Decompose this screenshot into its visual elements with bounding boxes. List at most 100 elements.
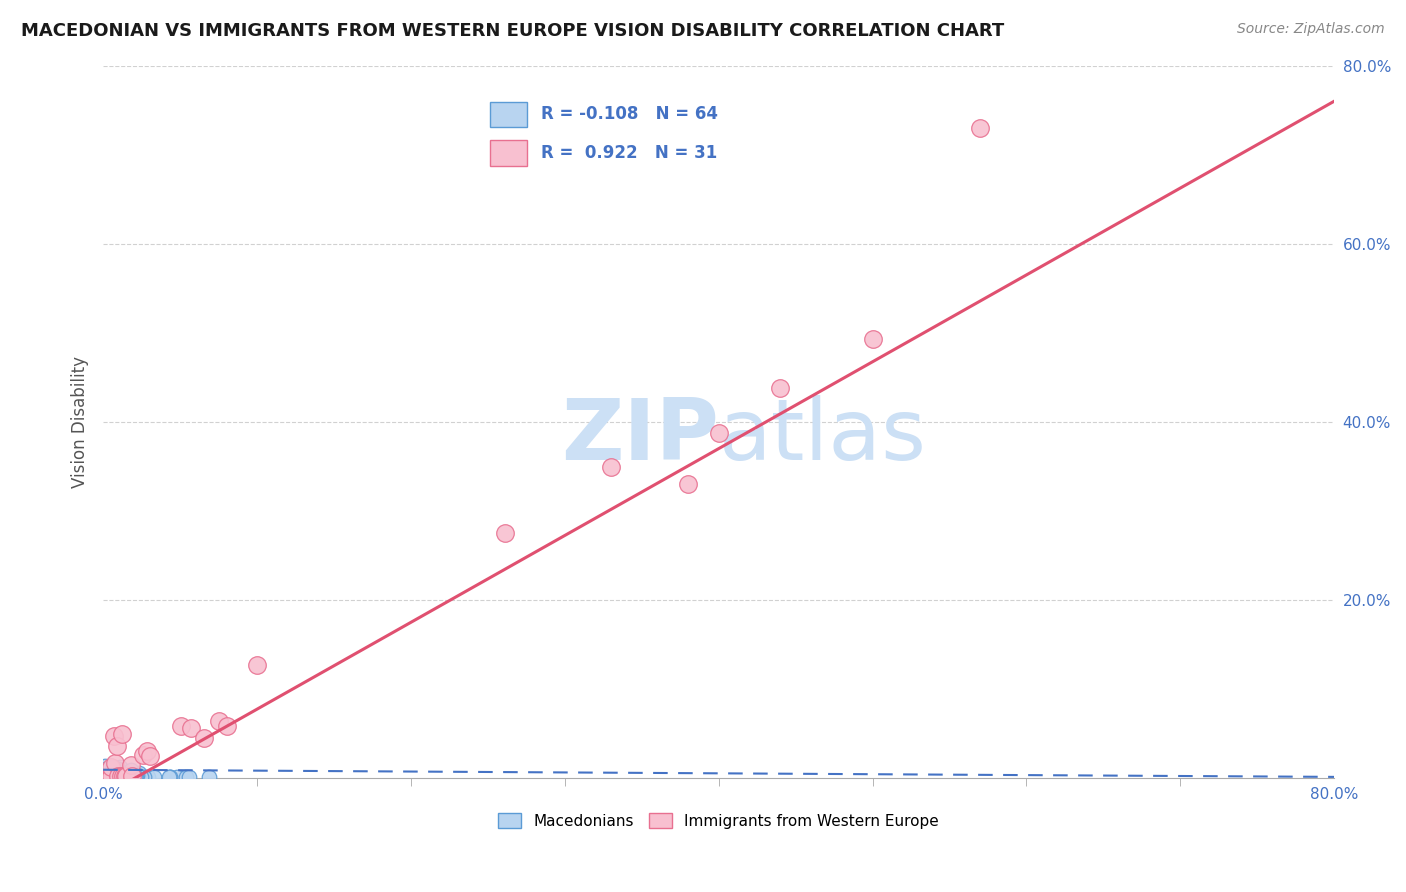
Point: [112, 766, 135, 780]
Point: [111, 769, 134, 783]
Point: [103, 760, 125, 774]
Text: ZIP: ZIP: [561, 394, 718, 477]
Point: [93, 767, 115, 781]
Point: [114, 770, 136, 784]
Point: [111, 764, 134, 778]
Point: [198, 770, 221, 784]
Point: [108, 759, 131, 773]
Point: [125, 770, 148, 784]
Point: [180, 721, 202, 735]
Point: [112, 770, 135, 784]
Point: [600, 459, 623, 474]
Point: [107, 768, 129, 782]
Point: [124, 770, 146, 784]
Point: [94, 762, 117, 776]
Point: [105, 739, 128, 754]
Point: [121, 770, 143, 784]
Point: [117, 768, 139, 782]
Point: [114, 770, 136, 784]
Point: [111, 768, 134, 782]
Point: [111, 770, 134, 784]
Point: [170, 718, 193, 732]
Point: [94, 770, 117, 784]
Point: [131, 770, 153, 784]
Point: [101, 766, 124, 780]
Point: [115, 770, 138, 784]
Text: MACEDONIAN VS IMMIGRANTS FROM WESTERN EUROPE VISION DISABILITY CORRELATION CHART: MACEDONIAN VS IMMIGRANTS FROM WESTERN EU…: [21, 22, 1004, 40]
Point: [127, 768, 149, 782]
Point: [159, 770, 181, 784]
Point: [969, 120, 991, 135]
Point: [112, 770, 135, 784]
Point: [494, 526, 516, 541]
Point: [105, 762, 128, 776]
Point: [110, 769, 132, 783]
Point: [108, 768, 131, 782]
Point: [142, 770, 165, 784]
Point: [193, 731, 215, 746]
Point: [103, 767, 125, 781]
Point: [107, 769, 129, 783]
Point: [98, 767, 121, 781]
Point: [105, 768, 128, 782]
Point: [120, 764, 142, 778]
Point: [101, 761, 124, 775]
Point: [100, 769, 122, 783]
Point: [131, 748, 153, 763]
Point: [100, 760, 122, 774]
Point: [107, 762, 129, 776]
Point: [676, 477, 699, 491]
Point: [136, 770, 159, 784]
Point: [93, 764, 115, 779]
Point: [166, 770, 188, 784]
Point: [134, 770, 156, 784]
Point: [107, 766, 129, 780]
Point: [157, 770, 180, 784]
Point: [215, 719, 238, 733]
Point: [103, 729, 125, 743]
Point: [110, 765, 132, 780]
Point: [100, 769, 122, 783]
Point: [124, 770, 146, 784]
Point: [132, 770, 155, 784]
Point: [97, 764, 120, 779]
Point: [104, 764, 127, 778]
Point: [94, 759, 117, 773]
Y-axis label: Vision Disability: Vision Disability: [72, 356, 89, 488]
Point: [174, 770, 197, 784]
Point: [96, 763, 118, 777]
Point: [136, 744, 159, 758]
Point: [128, 766, 150, 780]
Point: [111, 727, 134, 741]
Point: [127, 769, 149, 783]
Point: [104, 769, 127, 783]
Point: [862, 332, 884, 346]
Point: [179, 770, 201, 784]
Point: [110, 770, 132, 784]
Point: [246, 658, 269, 673]
Legend: Macedonians, Immigrants from Western Europe: Macedonians, Immigrants from Western Eur…: [492, 806, 945, 835]
Point: [120, 758, 142, 772]
Point: [159, 770, 181, 784]
Point: [208, 714, 231, 729]
Point: [769, 381, 792, 395]
Point: [114, 769, 136, 783]
Point: [129, 770, 152, 784]
Text: atlas: atlas: [718, 394, 927, 477]
Point: [121, 769, 143, 783]
Point: [98, 765, 121, 780]
Point: [108, 763, 131, 777]
Text: Source: ZipAtlas.com: Source: ZipAtlas.com: [1237, 22, 1385, 37]
Point: [101, 768, 124, 782]
Point: [108, 770, 131, 784]
Point: [107, 767, 129, 781]
Point: [104, 765, 127, 780]
Point: [104, 756, 127, 770]
Point: [138, 749, 160, 764]
Point: [114, 769, 136, 783]
Point: [93, 766, 115, 780]
Point: [100, 769, 122, 783]
Point: [100, 767, 122, 781]
Point: [122, 770, 145, 784]
Point: [94, 770, 117, 784]
